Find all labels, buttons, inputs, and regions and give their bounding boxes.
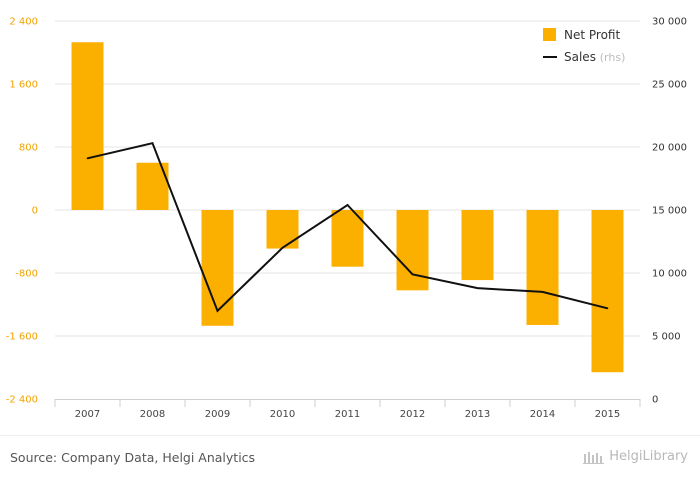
right-tick-label: 0: [652, 395, 658, 406]
library-icon: [583, 451, 605, 464]
legend: Net Profit Sales (rhs): [543, 28, 625, 64]
left-tick-label: -1 600: [6, 332, 38, 343]
sales-line-layer: [86, 142, 609, 313]
chart-canvas: 2007 2008 2009 2010 2011 2012 2013 2014 2015 2 4…: [6, 17, 687, 421]
right-tick-label: 30 000: [652, 17, 687, 28]
left-tick-label: 2 400: [9, 17, 38, 28]
sales-point: [541, 291, 544, 293]
left-tick-label: 1 600: [9, 80, 38, 91]
net-profit-bar: [591, 210, 624, 373]
right-y-axis: 30 000 25 000 20 000 15 000 10 000 5 000 0: [652, 17, 687, 406]
sales-point: [151, 142, 154, 145]
left-tick-label: 800: [19, 143, 38, 154]
x-tick-label: 2009: [205, 409, 230, 420]
net-profit-bar: [396, 210, 429, 291]
source-note: Source: Company Data, Helgi Analytics: [10, 450, 256, 465]
right-tick-label: 25 000: [652, 80, 687, 91]
x-tick-label: 2014: [530, 409, 555, 420]
net-profit-bar: [71, 42, 104, 211]
net-profit-bar: [266, 210, 299, 249]
x-tick-label: 2012: [400, 409, 425, 420]
sales-point: [606, 307, 609, 310]
sales-point: [346, 204, 349, 206]
x-tick-label: 2008: [140, 409, 165, 420]
left-tick-label: -2 400: [6, 395, 38, 406]
sales-point: [476, 287, 479, 289]
footer-divider: [0, 435, 700, 436]
right-tick-label: 15 000: [652, 206, 687, 217]
net-profit-bars: [71, 42, 624, 373]
legend-label-sales: Sales (rhs): [564, 50, 625, 64]
sales-point: [281, 247, 284, 249]
x-tick-label: 2007: [75, 409, 100, 420]
right-tick-label: 20 000: [652, 143, 687, 154]
x-tick-label: 2013: [465, 409, 490, 420]
right-tick-label: 10 000: [652, 269, 687, 280]
left-tick-label: -800: [15, 269, 38, 280]
net-profit-bar: [201, 210, 234, 326]
sales-point: [216, 310, 219, 312]
legend-label-sales-suffix: (rhs): [600, 51, 626, 64]
brand-logo: HelgiLibrary: [583, 449, 688, 464]
legend-label-net-profit: Net Profit: [564, 28, 620, 42]
x-tick-label: 2010: [270, 409, 295, 420]
net-profit-bar: [526, 210, 559, 325]
net-profit-bar: [331, 210, 364, 267]
right-tick-label: 5 000: [652, 332, 681, 343]
sales-point: [86, 157, 89, 160]
brand-name: HelgiLibrary: [609, 449, 688, 464]
x-axis: 2007 2008 2009 2010 2011 2012 2013 2014 2015: [54, 399, 641, 420]
x-tick-label: 2011: [335, 409, 360, 420]
legend-swatch-net-profit: [543, 28, 556, 41]
left-y-axis: 2 400 1 600 800 0 -800 -1 600 -2 400: [6, 17, 38, 406]
x-tick-label: 2015: [595, 409, 620, 420]
left-tick-label: 0: [32, 206, 38, 217]
sales-point: [411, 273, 414, 276]
net-profit-bar: [461, 210, 494, 281]
